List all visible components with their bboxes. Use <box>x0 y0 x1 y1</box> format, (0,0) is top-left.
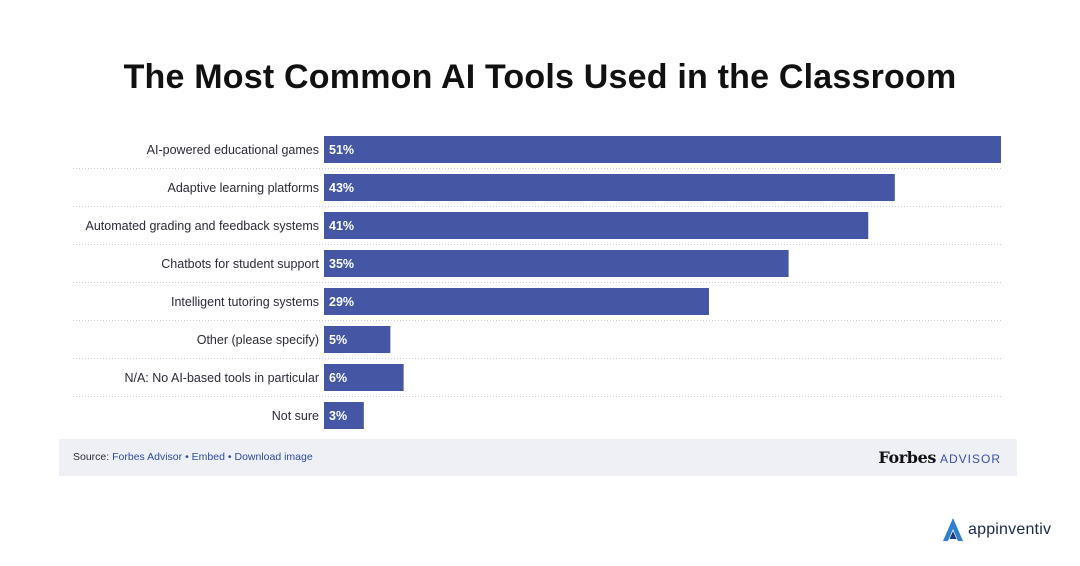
value-label: 6% <box>329 371 347 385</box>
separator: • <box>227 451 232 463</box>
source-text: Source: Forbes Advisor • Embed • Downloa… <box>73 451 313 463</box>
bar-chart: AI-powered educational games 51% Adaptive … <box>73 136 1001 429</box>
chart-title: The Most Common AI Tools Used in the Cla… <box>123 58 957 96</box>
category-label: Automated grading and feedback systems <box>86 219 319 233</box>
bar <box>324 136 1001 163</box>
value-label: 43% <box>329 181 354 195</box>
value-label: 51% <box>329 143 354 157</box>
category-label: N/A: No AI-based tools in particular <box>124 371 319 385</box>
category-label: Not sure <box>272 409 319 423</box>
bar <box>324 174 895 201</box>
source-footer: Source: Forbes Advisor • Embed • Downloa… <box>59 439 1017 476</box>
separator: • <box>185 451 189 463</box>
bar <box>324 212 869 239</box>
bar <box>324 326 391 353</box>
value-label: 41% <box>329 219 354 233</box>
bar <box>324 402 364 429</box>
category-label: Adaptive learning platforms <box>168 181 319 195</box>
category-label: Chatbots for student support <box>161 257 319 271</box>
value-label: 29% <box>329 295 354 309</box>
forbes-advisor-logo: Forbes ADVISOR <box>878 448 1001 468</box>
value-label: 3% <box>329 409 347 423</box>
appinventiv-logo-icon <box>943 518 963 541</box>
category-label: AI-powered educational games <box>147 143 319 157</box>
value-label: 5% <box>329 333 347 347</box>
embed-link[interactable]: Embed <box>191 451 225 463</box>
value-label: 35% <box>329 257 354 271</box>
watermark-text: appinventiv <box>968 521 1052 538</box>
category-label: Intelligent tutoring systems <box>171 295 319 309</box>
download-image-link[interactable]: Download image <box>234 451 313 463</box>
bar <box>324 288 709 315</box>
brand-suffix: ADVISOR <box>939 452 1001 466</box>
category-label: Other (please specify) <box>197 333 319 347</box>
source-link[interactable]: Forbes Advisor <box>112 451 183 463</box>
bar <box>324 250 789 277</box>
bar <box>324 364 404 391</box>
appinventiv-watermark: appinventiv <box>942 516 1051 544</box>
source-prefix: Source: <box>73 451 110 463</box>
brand-name: Forbes <box>878 448 936 467</box>
